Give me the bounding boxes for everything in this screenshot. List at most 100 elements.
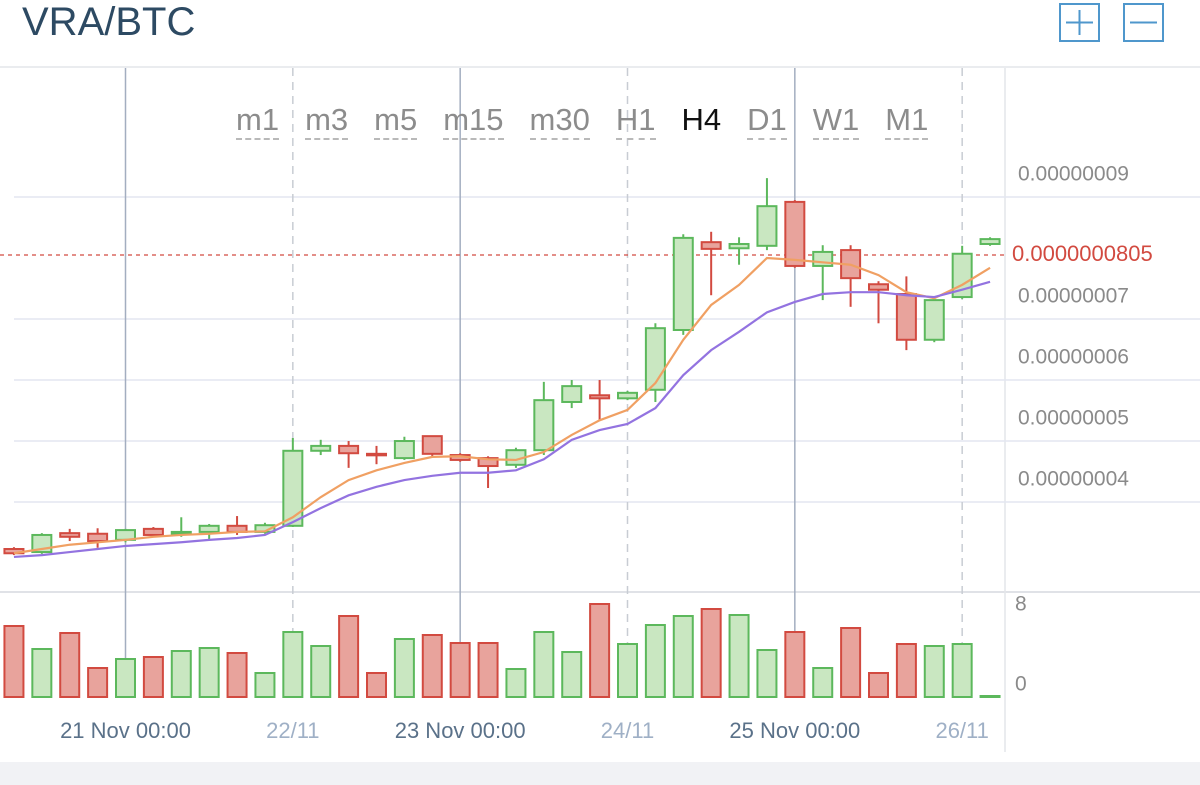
candle-body	[87, 532, 109, 543]
volume-bar	[282, 631, 304, 698]
timeframe-option[interactable]: H4	[681, 102, 722, 137]
grid	[14, 68, 1200, 697]
candle	[142, 527, 164, 537]
candle-body	[672, 236, 694, 331]
candle	[672, 234, 694, 335]
volume-bar	[170, 650, 192, 698]
candle	[728, 237, 750, 265]
volume-bar	[338, 615, 360, 698]
volume-bar	[895, 643, 917, 698]
moving-average-line	[13, 280, 991, 559]
volume-bar	[728, 614, 750, 698]
x-tick-label: 25 Nov 00:00	[729, 718, 860, 743]
volume-bar	[672, 615, 694, 698]
candle	[979, 237, 1001, 246]
candle-body	[561, 385, 583, 403]
candle	[895, 276, 917, 351]
candle	[366, 445, 387, 465]
candle-body	[589, 394, 611, 400]
candle	[282, 437, 304, 528]
candle-body	[728, 242, 750, 250]
zoom-out-button[interactable]	[1123, 3, 1164, 42]
timeframe-option[interactable]: m15	[443, 102, 504, 140]
volume-bar	[254, 672, 276, 698]
volume-bar	[421, 634, 443, 698]
candle-body	[282, 449, 304, 527]
timeframe-option[interactable]: m3	[305, 102, 349, 140]
candle	[617, 391, 638, 401]
x-tick-label: 22/11	[266, 718, 319, 743]
candle	[3, 547, 25, 556]
volume-bar	[700, 608, 722, 698]
candle	[87, 528, 109, 548]
volume-bar	[812, 667, 834, 698]
volume-bar	[505, 668, 527, 698]
timeframe-option[interactable]: m1	[236, 102, 280, 140]
candle-body	[784, 200, 806, 267]
candle	[59, 528, 81, 542]
candle	[421, 435, 443, 457]
timeframe-option[interactable]: H1	[615, 102, 656, 140]
candle	[840, 245, 862, 307]
candle-body	[338, 444, 360, 455]
timeframe-option[interactable]: W1	[812, 102, 860, 140]
timeframe-selector: m1 m3 m5 m15 m30 H1 H4 D1 W1 M1	[236, 102, 929, 140]
candle	[923, 297, 945, 343]
candle	[310, 439, 332, 456]
pair-title: VRA/BTC	[22, 0, 196, 44]
candle	[700, 231, 722, 296]
y-tick-label: 0.00000005	[1018, 407, 1129, 430]
candle	[589, 380, 611, 421]
moving-average-line	[13, 256, 991, 555]
timeframe-option[interactable]: m30	[529, 102, 590, 140]
candle-body	[421, 435, 443, 455]
timeframe-option[interactable]: m5	[374, 102, 418, 140]
volume-bar	[87, 667, 109, 698]
candle-body	[310, 444, 332, 452]
candle	[868, 281, 889, 324]
volume-bar	[31, 648, 53, 698]
volume-bar	[142, 656, 164, 698]
candle-body	[393, 440, 415, 460]
x-tick-label: 24/11	[601, 718, 654, 743]
candle-body	[198, 524, 220, 533]
candle-body	[895, 293, 917, 341]
candle	[393, 436, 415, 460]
volume-bar	[198, 647, 220, 698]
x-tick-label: 21 Nov 00:00	[60, 718, 191, 743]
candle	[756, 178, 778, 251]
volume-bar	[644, 624, 666, 698]
volume-tick-label: 0	[1015, 673, 1027, 696]
timeframe-option[interactable]: D1	[747, 102, 787, 140]
volume-bar	[617, 643, 638, 698]
candle-body	[979, 238, 1001, 245]
candle-body	[170, 530, 192, 535]
volume-bar	[59, 632, 81, 698]
candle	[170, 517, 192, 537]
footer-band	[0, 762, 1200, 785]
volume-tick-label: 8	[1015, 593, 1027, 616]
volume-bar	[840, 627, 862, 698]
volume-bar	[951, 643, 973, 698]
volume-bar	[393, 638, 415, 698]
volume-bar	[868, 672, 889, 698]
candle-body	[533, 399, 555, 452]
volume-bar	[115, 658, 136, 698]
candle-body	[923, 299, 945, 341]
zoom-in-button[interactable]	[1059, 3, 1100, 42]
volume-bar	[477, 642, 499, 698]
volume-bar	[561, 651, 583, 698]
y-tick-label: 0.00000004	[1018, 468, 1129, 491]
timeframe-option[interactable]: M1	[885, 102, 929, 140]
volume-bar	[589, 603, 611, 698]
x-tick-label: 26/11	[935, 718, 988, 743]
volume-bar	[366, 672, 387, 698]
candle-body	[477, 457, 499, 468]
volume-bar	[226, 652, 248, 698]
y-tick-label: 0.00000007	[1018, 285, 1129, 308]
candle	[338, 441, 360, 468]
candle-body	[366, 452, 387, 457]
